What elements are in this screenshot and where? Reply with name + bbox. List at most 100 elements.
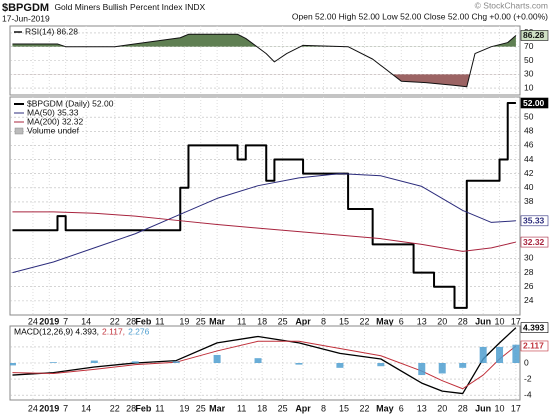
histogram-bar xyxy=(512,344,520,363)
date: 17-Jun-2019 xyxy=(2,13,50,23)
x-tick-label: May xyxy=(376,403,394,413)
x-tick-label: May xyxy=(376,316,394,326)
histogram-bar xyxy=(131,361,139,363)
series-line xyxy=(12,102,516,309)
x-tick-label: 11 xyxy=(237,316,246,326)
x-tick-label: 19 xyxy=(179,316,189,326)
end-label-box xyxy=(520,97,549,109)
x-tick-label: 24 xyxy=(28,403,38,413)
end-label-box xyxy=(520,215,549,227)
series-line xyxy=(12,340,517,390)
end-label: 2.117 xyxy=(523,341,544,351)
histogram-bar xyxy=(254,358,262,363)
histogram-bar xyxy=(336,363,344,368)
end-label: 52.00 xyxy=(523,98,545,108)
y-tick-label: 40 xyxy=(524,182,534,192)
end-label-box xyxy=(520,236,549,248)
y-tick-label: 26 xyxy=(524,281,534,291)
histogram-bar xyxy=(213,354,221,363)
x-tick-label: 25 xyxy=(278,316,288,326)
legend-label: MA(50) 35.33 xyxy=(27,107,79,117)
x-tick-label: 14 xyxy=(81,403,91,413)
x-tick-label: 24 xyxy=(28,316,38,326)
histogram-bar xyxy=(295,363,303,365)
legend-label: $BPGDM (Daily) 52.00 xyxy=(27,98,114,108)
end-label: 35.33 xyxy=(523,216,545,226)
x-tick-label: 25 xyxy=(196,403,206,413)
quote: Open 52.00 High 52.00 Low 52.00 Close 52… xyxy=(292,11,548,21)
y-tick-label: 30 xyxy=(524,253,534,263)
x-tick-label: 13 xyxy=(417,316,427,326)
x-tick-label: 28 xyxy=(458,316,468,326)
y-tick-label: 28 xyxy=(524,267,534,277)
histogram-bar xyxy=(496,346,504,363)
x-tick-label: 20 xyxy=(437,316,447,326)
histogram-bar xyxy=(418,363,426,376)
x-tick-label: 11 xyxy=(155,316,164,326)
histogram-bar xyxy=(459,363,467,368)
x-tick-label: 17 xyxy=(511,316,521,326)
y-tick-label: 50 xyxy=(524,55,534,65)
x-tick-label: Apr xyxy=(295,403,311,413)
plot-area xyxy=(10,326,520,400)
x-tick-label: 15 xyxy=(339,403,349,413)
histogram-bar xyxy=(479,346,487,363)
plot-area xyxy=(10,97,520,315)
x-tick-label: 28 xyxy=(458,403,468,413)
x-tick-label: 28 xyxy=(126,316,136,326)
end-label: 86.28 xyxy=(523,30,545,40)
x-tick-label: 7 xyxy=(63,403,68,413)
x-tick-label: Apr xyxy=(295,316,311,326)
y-tick-label: 70 xyxy=(524,41,534,51)
y-tick-label: 42 xyxy=(524,168,534,178)
x-tick-label: 11 xyxy=(155,403,164,413)
x-tick-label: Feb xyxy=(135,316,152,326)
index-name: Gold Miners Bullish Percent Index INDX xyxy=(54,2,205,12)
x-tick-label: 18 xyxy=(257,403,267,413)
y-tick-label: 10 xyxy=(524,82,534,92)
end-label-box xyxy=(520,30,549,41)
legend-label: MACD(12,26,9) 4.393, xyxy=(14,326,99,336)
series-line xyxy=(12,327,517,395)
legend-label: MA(200) 32.32 xyxy=(27,116,83,126)
x-tick-label: 17 xyxy=(511,403,521,413)
x-tick-label: 25 xyxy=(278,403,288,413)
x-tick-label: 22 xyxy=(359,316,369,326)
y-tick-label: 46 xyxy=(524,140,534,150)
x-tick-label: Mar xyxy=(209,403,226,413)
x-tick-label: 19 xyxy=(179,403,189,413)
y-tick-label: 0 xyxy=(524,357,529,367)
x-tick-label: 22 xyxy=(110,403,120,413)
plot-area xyxy=(10,26,520,95)
end-label-box xyxy=(520,322,549,333)
y-tick-label: 30 xyxy=(524,69,534,79)
x-tick-label: 6 xyxy=(399,403,404,413)
y-tick-label: -2 xyxy=(524,373,532,383)
x-tick-label: 22 xyxy=(110,316,120,326)
series-line xyxy=(12,173,516,274)
series-line xyxy=(12,33,517,88)
histogram-bar xyxy=(10,363,16,366)
x-tick-label: 8 xyxy=(321,403,326,413)
end-label: 32.32 xyxy=(523,237,545,247)
x-tick-label: 15 xyxy=(339,316,349,326)
histogram-bar xyxy=(377,363,385,367)
x-tick-label: 22 xyxy=(359,403,369,413)
x-tick-label: 13 xyxy=(417,403,427,413)
x-tick-label: 11 xyxy=(237,403,246,413)
oversold-fill xyxy=(12,74,516,87)
x-tick-label: 25 xyxy=(196,316,206,326)
y-tick-label: -4 xyxy=(524,389,532,399)
x-tick-label: Jun xyxy=(475,403,491,413)
x-tick-label: 20 xyxy=(437,403,447,413)
y-tick-label: 24 xyxy=(524,295,534,305)
end-label: 4.393 xyxy=(523,322,545,332)
x-tick-label: 28 xyxy=(126,403,136,413)
x-tick-label: 7 xyxy=(63,316,68,326)
legend-label: 2.276 xyxy=(128,326,150,336)
x-tick-label: 10 xyxy=(495,403,505,413)
legend-label: 2.117, xyxy=(102,326,125,336)
x-tick-label: Feb xyxy=(135,403,152,413)
header-line: $BPGDM Gold Miners Bullish Percent Index… xyxy=(2,2,205,14)
